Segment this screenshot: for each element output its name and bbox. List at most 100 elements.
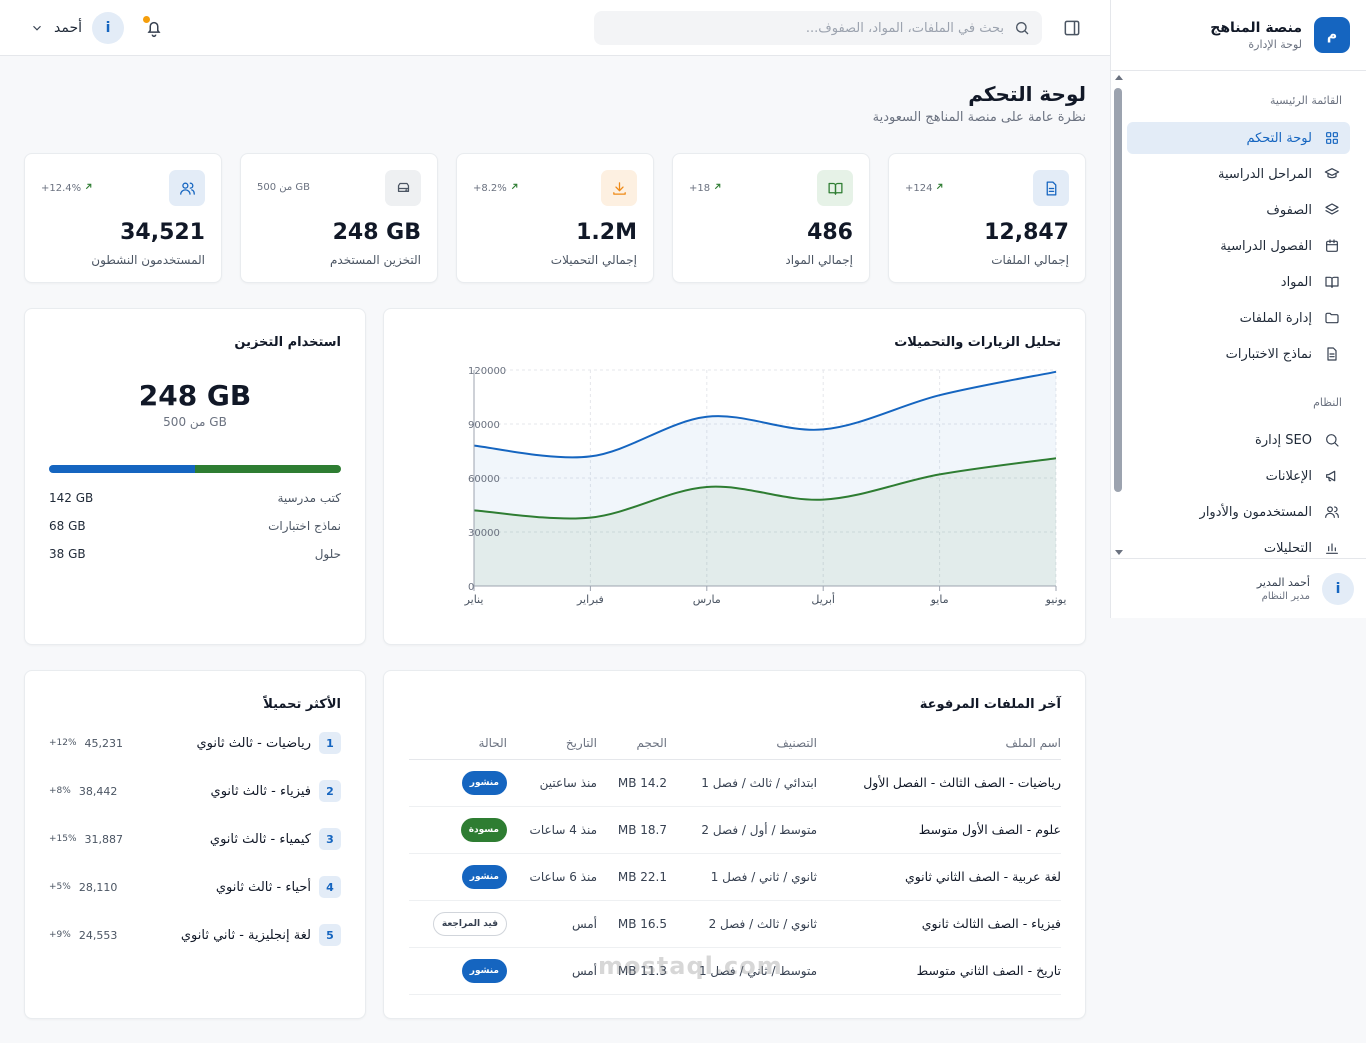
file-icon bbox=[1033, 170, 1069, 206]
top-downloads-card: الأكثر تحميلاً 1 رياضيات - ثالث ثانوي 45,2… bbox=[24, 670, 366, 1019]
series-area-1 bbox=[474, 458, 1056, 586]
sidebar-toggle-icon[interactable] bbox=[1062, 18, 1082, 38]
hard-drive-icon bbox=[385, 170, 421, 206]
page-title: لوحة التحكم bbox=[968, 82, 1086, 106]
scroll-down-arrow[interactable] bbox=[1115, 550, 1123, 555]
y-tick-label: 60000 bbox=[468, 474, 500, 485]
file-name: رياضيات - الصف الثالث - الفصل الأول bbox=[817, 759, 1061, 807]
sidebar-item-file-text[interactable]: نماذج الاختبارات bbox=[1127, 338, 1350, 370]
file-status-cell: منشور bbox=[409, 947, 507, 995]
header-avatar: i bbox=[92, 12, 124, 44]
rank-badge: 3 bbox=[319, 828, 341, 850]
column-header: الحجم bbox=[597, 727, 667, 760]
brand-logo: م bbox=[1314, 17, 1350, 53]
top-item-name: لغة إنجليزية - ثاني ثانوي bbox=[180, 927, 311, 943]
grid-icon bbox=[1324, 130, 1340, 146]
recent-files-table: اسم الملف التصنيف الحجم التاريخ الحالة رياضي… bbox=[409, 727, 1061, 995]
stat-value: 486 bbox=[807, 220, 853, 245]
table-row[interactable]: علوم - الصف الأول متوسط متوسط / أول / فصل… bbox=[409, 806, 1061, 854]
y-tick-label: 0 bbox=[468, 582, 474, 593]
y-tick-label: 90000 bbox=[468, 420, 500, 431]
top-item-count: 45,231 bbox=[84, 736, 124, 750]
storage-title: استخدام التخزين bbox=[234, 335, 341, 350]
recent-files-title: آخر الملفات المرفوعة bbox=[919, 697, 1061, 712]
sidebar-item-label: المواد bbox=[1280, 274, 1312, 290]
users-icon bbox=[1324, 504, 1340, 520]
table-row[interactable]: فيزياء - الصف الثالث ثانوي ثانوي / ثالث /… bbox=[409, 900, 1061, 948]
sidebar-user[interactable]: i أحمد المدير مدير النظام bbox=[1111, 558, 1366, 618]
user-menu-name: أحمد bbox=[54, 20, 82, 36]
top-item-name: كيمياء - ثالث ثانوي bbox=[209, 831, 311, 847]
user-menu[interactable]: أحمد i bbox=[30, 12, 124, 44]
sidebar-item-grid[interactable]: لوحة التحكم bbox=[1127, 122, 1350, 154]
storage-row: 38 GB حلول bbox=[49, 547, 341, 565]
users-icon bbox=[169, 170, 205, 206]
folder-icon bbox=[1324, 310, 1340, 326]
column-header: الحالة bbox=[409, 727, 507, 760]
file-date: أمس bbox=[507, 900, 597, 948]
sidebar-item-label: لوحة التحكم bbox=[1246, 130, 1312, 146]
file-size: 22.1 MB bbox=[597, 853, 667, 901]
file-date: منذ 6 ساعات bbox=[507, 853, 597, 901]
sidebar-item-folder[interactable]: إدارة الملفات bbox=[1127, 302, 1350, 334]
stat-card: +12.4% 34,521 المستخدمون النشطون bbox=[24, 153, 222, 283]
stat-change-value: +8.2% bbox=[473, 182, 507, 194]
sidebar-scrollbar[interactable] bbox=[1111, 72, 1125, 558]
stat-label: إجمالي الملفات bbox=[991, 253, 1069, 267]
rank-badge: 5 bbox=[319, 924, 341, 946]
file-category: ثانوي / ثالث / فصل 2 bbox=[667, 900, 817, 948]
chevron-down-icon bbox=[33, 25, 41, 31]
traffic-chart: 0 30000 60000 90000 120000 يناير فبراير مارس أبر… bbox=[464, 366, 1067, 606]
file-date: منذ ساعتين bbox=[507, 759, 597, 807]
stat-change: +8.2% bbox=[473, 182, 519, 194]
list-item[interactable]: 2 فيزياء - ثالث ثانوي 38,442 +8% bbox=[49, 779, 341, 803]
sidebar-item-megaphone[interactable]: الإعلانات bbox=[1127, 460, 1350, 492]
notifications-button[interactable] bbox=[142, 16, 166, 40]
x-tick-label: فبراير bbox=[576, 593, 604, 606]
sidebar-item-book[interactable]: المواد bbox=[1127, 266, 1350, 298]
storage-used: 248 GB bbox=[138, 379, 252, 412]
sidebar-item-bar-chart[interactable]: التحليلات bbox=[1127, 532, 1350, 558]
search-box[interactable] bbox=[594, 11, 1042, 45]
sidebar-item-graduation-cap[interactable]: المراحل الدراسية bbox=[1127, 158, 1350, 190]
x-tick-label: أبريل bbox=[811, 592, 835, 606]
storage-bar-secondary bbox=[195, 465, 341, 473]
trend-up-icon bbox=[935, 182, 944, 194]
search-icon bbox=[1014, 20, 1030, 40]
sidebar-item-users[interactable]: المستخدمون والأدوار bbox=[1127, 496, 1350, 528]
top-item-count: 28,110 bbox=[78, 880, 118, 894]
file-size: 18.7 MB bbox=[597, 806, 667, 854]
top-downloads-title: الأكثر تحميلاً bbox=[263, 697, 341, 712]
traffic-chart-card: تحليل الزيارات والتحميلات 0 30000 60000 900… bbox=[383, 308, 1086, 645]
stat-card: من 500 GB 248 GB التخزين المستخدم bbox=[240, 153, 438, 283]
layers-icon bbox=[1324, 202, 1340, 218]
file-category: متوسط / أول / فصل 2 bbox=[667, 806, 817, 854]
column-header: التصنيف bbox=[667, 727, 817, 760]
scroll-up-arrow[interactable] bbox=[1115, 75, 1123, 80]
watermark: mostaql.com bbox=[598, 952, 783, 980]
sidebar-item-search[interactable]: إدارة SEO bbox=[1127, 424, 1350, 456]
storage-row-size: 38 GB bbox=[49, 547, 86, 561]
series-line-1 bbox=[473, 457, 1057, 520]
stat-card: +18 486 إجمالي المواد bbox=[672, 153, 870, 283]
book-icon bbox=[1324, 274, 1340, 290]
list-item[interactable]: 5 لغة إنجليزية - ثاني ثانوي 24,553 +9% bbox=[49, 923, 341, 947]
sidebar-item-layers[interactable]: الصفوف bbox=[1127, 194, 1350, 226]
avatar: i bbox=[1322, 572, 1354, 605]
list-item[interactable]: 3 كيمياء - ثالث ثانوي 31,887 +15% bbox=[49, 827, 341, 851]
search-input[interactable] bbox=[634, 11, 1004, 45]
list-item[interactable]: 4 أحياء - ثالث ثانوي 28,110 +5% bbox=[49, 875, 341, 899]
list-item[interactable]: 1 رياضيات - ثالث ثانوي 45,231 +12% bbox=[49, 731, 341, 755]
status-badge: مسودة bbox=[460, 817, 507, 842]
table-row[interactable]: رياضيات - الصف الثالث - الفصل الأول ابتدا… bbox=[409, 759, 1061, 807]
scroll-thumb[interactable] bbox=[1114, 88, 1122, 492]
sidebar-item-calendar[interactable]: الفصول الدراسية bbox=[1127, 230, 1350, 262]
table-row[interactable]: لغة عربية - الصف الثاني ثانوي ثانوي / ثان… bbox=[409, 853, 1061, 901]
file-text-icon bbox=[1324, 346, 1340, 362]
notification-dot bbox=[143, 16, 150, 23]
file-size: 14.2 MB bbox=[597, 759, 667, 807]
x-tick-label: يونيو bbox=[1045, 593, 1067, 606]
top-item-count: 24,553 bbox=[78, 928, 118, 942]
table-row[interactable]: تاريخ - الصف الثاني متوسط متوسط / ثاني / … bbox=[409, 947, 1061, 995]
storage-progress-bar bbox=[49, 465, 341, 473]
